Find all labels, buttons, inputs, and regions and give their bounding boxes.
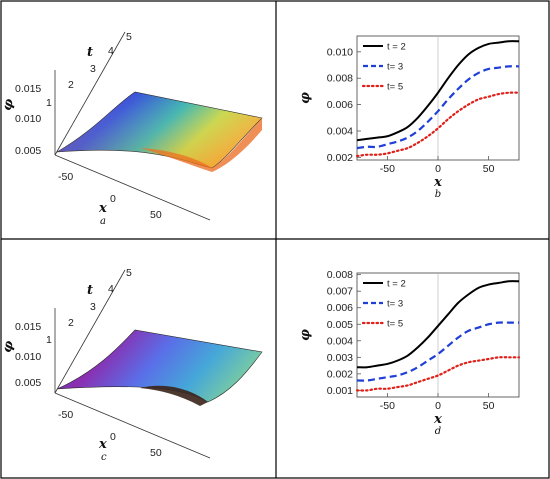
- panel-c-t-tick: 2: [68, 317, 74, 329]
- panel-d-y-tick-label: 0.002: [327, 368, 353, 380]
- panel-b-y-axis-title: φ: [298, 92, 313, 104]
- panel-b-x-tick-label: 50: [483, 163, 495, 175]
- panel-a-z-tick: 0.005: [15, 145, 41, 157]
- panel-d-y-tick-label: 0.008: [327, 269, 353, 281]
- panel-d-legend-label: t= 5: [387, 319, 403, 330]
- panel-d-series-line-2: [356, 321, 519, 382]
- panel-b-x-tick-label: -50: [380, 163, 395, 175]
- panel-c-surface-shadow: [140, 385, 208, 406]
- panel-c-t-axis-title: t: [87, 283, 93, 298]
- panel-a-surface-shade: [140, 118, 262, 172]
- panel-d-y-tick-label: 0.003: [327, 352, 353, 364]
- panel-d-y-tick-label: 0.004: [327, 335, 353, 347]
- panel-a-z-tick: 0.010: [15, 113, 41, 125]
- panel-a-x-tick: -50: [58, 171, 73, 183]
- panel-a-x-axis-title: x: [98, 201, 107, 216]
- panel-b-y-tick-label: 0.004: [327, 125, 353, 137]
- panel-d-x-tick-label: -50: [380, 400, 395, 412]
- panel-d-y-tick-label: 0.007: [327, 286, 353, 298]
- panel-b-panel-label: b: [435, 189, 441, 200]
- panel-c-z-tick: 0.015: [15, 321, 41, 333]
- panel-d-panel-label: d: [435, 426, 441, 437]
- panel-c-t-tick: 5: [126, 267, 132, 279]
- panel-a-t-tick: 4: [108, 45, 114, 57]
- panel-a-x-tick: 0: [110, 193, 116, 205]
- panel-a-t-tick: 2: [68, 79, 74, 91]
- panel-d-series-line-3: [355, 356, 521, 392]
- panel-a-box: [54, 31, 211, 221]
- panel-b-series-line-3: [355, 91, 521, 158]
- panel-c-x-tick: -50: [58, 409, 73, 421]
- panel-d-y-tick-label: 0.001: [327, 385, 353, 397]
- panel-b-legend-label: t= 3: [387, 62, 403, 73]
- panel-c-t-tick: 4: [108, 283, 114, 295]
- panel-a-z-tick: 0.015: [15, 83, 41, 95]
- panel-b-series-line-2: [356, 65, 520, 150]
- panel-c-t-tick: 1: [46, 334, 52, 346]
- panel-b-y-tick-label: 0.002: [327, 152, 353, 164]
- panel-a-t-tick: 3: [90, 63, 96, 75]
- panel-a-x-tick: 50: [150, 209, 162, 221]
- panel-c-x-axis-title: x: [98, 437, 107, 452]
- panel-c-x-tick: 0: [110, 431, 116, 443]
- panel-a-label: a: [100, 216, 106, 227]
- panel-d-y-axis-title: φ: [298, 329, 313, 341]
- panel-c-box: [54, 269, 211, 459]
- panel-b-y-tick-label: 0.008: [327, 73, 353, 85]
- panel-d-legend-label: t = 2: [387, 279, 406, 290]
- panel-c-z-tick: 0.005: [15, 377, 41, 389]
- panel-d-x-axis-title: x: [433, 412, 442, 427]
- panel-d-legend-label: t= 3: [387, 299, 403, 310]
- panel-d-line-chart: -50 0 50 0.001 0.002 0.003 0.004 0.005 0.006 0.00…: [298, 269, 521, 437]
- panel-b-y-tick-label: 0.010: [327, 46, 353, 58]
- panel-d-x-tick-label: 50: [483, 400, 495, 412]
- panel-a-t-axis-title: t: [87, 45, 93, 60]
- panel-a-surface-plot: 0.015 0.010 0.005 φ 1 2 3 4 5 t -50 0 50…: [0, 31, 263, 227]
- panel-b-legend-label: t= 5: [387, 82, 403, 93]
- panel-c-x-tick: 50: [150, 447, 162, 459]
- panel-c-surface: [56, 329, 263, 403]
- panel-a-z-axis-title: φ: [0, 97, 17, 112]
- panel-a-t-tick: 5: [126, 31, 132, 43]
- panel-d-series-line-1: [356, 280, 520, 369]
- panel-b-legend-label: t = 2: [387, 42, 406, 53]
- panel-c-z-axis-title: φ: [0, 339, 17, 354]
- panel-c-z-tick: 0.010: [15, 351, 41, 363]
- panel-b-series-line-1: [356, 40, 520, 142]
- panel-d-x-tick-label: 0: [435, 400, 441, 412]
- panel-b-x-tick-label: 0: [435, 163, 441, 175]
- panel-c-t-tick: 3: [90, 301, 96, 313]
- panel-b-y-tick-label: 0.006: [327, 99, 353, 111]
- panel-d-y-tick-label: 0.005: [327, 319, 353, 331]
- panel-c-label: c: [101, 452, 107, 463]
- panel-a-t-tick: 1: [46, 97, 52, 109]
- panel-c-surface-plot: 0.015 0.010 0.005 φ 1 2 3 4 5 t -50 0 50…: [0, 267, 263, 463]
- panel-b-line-chart: -50 0 50 0.002 0.004 0.006 0.008 0.010 xb φ t = 2 t…: [298, 35, 521, 200]
- panel-b-x-axis-title: x: [433, 175, 442, 190]
- panel-d-y-tick-label: 0.006: [327, 302, 353, 314]
